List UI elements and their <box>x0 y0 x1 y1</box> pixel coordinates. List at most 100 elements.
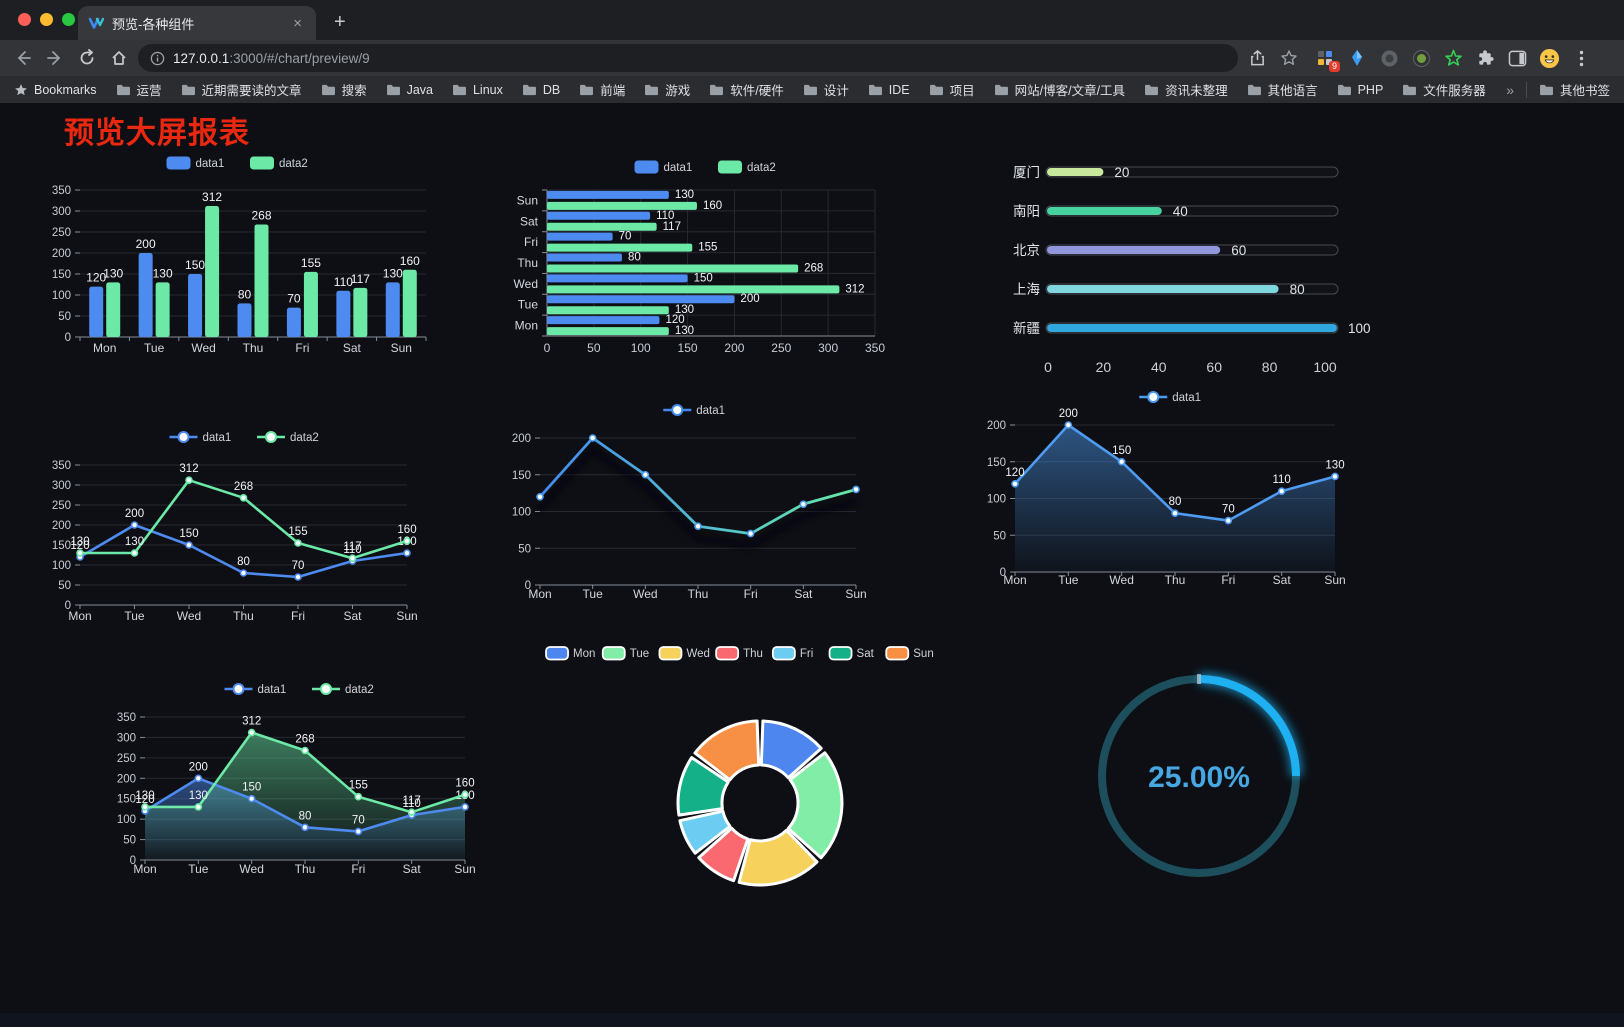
tab-close-icon[interactable]: × <box>293 14 302 32</box>
pie-slice-Wed[interactable] <box>737 828 819 887</box>
bookmark-folder[interactable]: 文件服务器 <box>1402 80 1486 99</box>
svg-text:300: 300 <box>52 480 71 492</box>
svg-text:50: 50 <box>518 543 531 555</box>
folder-icon <box>803 84 817 95</box>
legend-item-data1[interactable]: data1 <box>634 160 693 175</box>
menu-dots-icon[interactable] <box>1570 47 1592 69</box>
legend-item-data1[interactable]: data1 <box>1139 391 1201 404</box>
svg-text:155: 155 <box>301 256 321 270</box>
legend-item-Wed[interactable]: Wed <box>658 646 710 661</box>
bookmark-folder[interactable]: 运营 <box>116 80 162 99</box>
svg-text:Sun: Sun <box>845 587 866 601</box>
bookmark-folder[interactable]: DB <box>522 83 560 97</box>
bookmark-folder[interactable]: 网站/博客/文章/工具 <box>994 80 1125 99</box>
minimize-window-button[interactable] <box>40 13 53 26</box>
svg-text:120: 120 <box>1005 467 1024 479</box>
bookmark-folder[interactable]: PHP <box>1337 83 1383 97</box>
bookmark-folder[interactable]: IDE <box>868 83 910 97</box>
bookmark-folder-label: 设计 <box>823 84 849 98</box>
bookmark-folder[interactable]: Java <box>386 83 433 97</box>
svg-text:Sat: Sat <box>857 648 875 660</box>
bookmark-folder[interactable]: Linux <box>452 83 503 97</box>
sidebar-toggle-icon[interactable] <box>1506 47 1528 69</box>
extension-kite-icon[interactable] <box>1346 47 1368 69</box>
svg-text:120: 120 <box>70 540 89 552</box>
legend-item-data2[interactable]: data2 <box>257 431 319 444</box>
pie-slice-Mon[interactable] <box>759 719 823 780</box>
legend-item-data1[interactable]: data1 <box>224 683 287 696</box>
legend-item-data1[interactable]: data1 <box>663 404 725 417</box>
maximize-window-button[interactable] <box>62 13 75 26</box>
extension-green-circle-icon[interactable] <box>1410 47 1432 69</box>
extension-grey-circle-icon[interactable] <box>1378 47 1400 69</box>
legend-item-data1[interactable]: data1 <box>169 431 232 444</box>
bookmark-folder[interactable]: 资讯未整理 <box>1144 80 1228 99</box>
home-button[interactable] <box>106 45 132 71</box>
extension-green-star-icon[interactable] <box>1442 47 1464 69</box>
pie-slice-Fri[interactable] <box>678 809 732 855</box>
svg-text:Wed: Wed <box>239 862 263 876</box>
bookmarks-overflow-chevron[interactable]: » <box>1506 81 1514 98</box>
close-window-button[interactable] <box>18 13 31 26</box>
svg-text:data2: data2 <box>290 432 319 444</box>
area-chart-single: data1 0 50 100 150 200 Mon Tue Wed Thu Fri Sat Sun 12… <box>985 386 1350 598</box>
other-bookmarks-label: 其他书签 <box>1559 84 1610 98</box>
pie-slice-Sat[interactable] <box>676 756 730 817</box>
legend-item-data2[interactable]: data2 <box>718 160 776 175</box>
svg-text:100: 100 <box>1313 359 1337 375</box>
svg-text:data2: data2 <box>345 684 374 696</box>
extensions-puzzle-icon[interactable] <box>1474 47 1496 69</box>
svg-text:Sun: Sun <box>454 862 475 876</box>
svg-text:80: 80 <box>299 810 312 822</box>
legend-item-Tue[interactable]: Tue <box>601 646 649 661</box>
browser-tab[interactable]: 预览-各种组件 × <box>78 6 316 40</box>
bookmark-folder-label: Linux <box>472 82 503 97</box>
bookmark-folder[interactable]: 前端 <box>579 80 625 99</box>
window-controls[interactable] <box>18 13 75 26</box>
pie-slice-Tue[interactable] <box>786 751 844 860</box>
bookmark-folder[interactable]: 软件/硬件 <box>709 80 784 99</box>
share-icon[interactable] <box>1244 45 1270 71</box>
svg-text:Sun: Sun <box>391 341 412 355</box>
site-info-icon[interactable] <box>150 51 165 66</box>
legend-item-Mon[interactable]: Mon <box>545 646 595 661</box>
tab-favicon <box>88 17 104 29</box>
svg-text:300: 300 <box>52 206 71 218</box>
forward-button[interactable] <box>42 45 68 71</box>
folder-icon <box>710 84 724 95</box>
svg-text:155: 155 <box>349 780 368 792</box>
svg-text:Tue: Tue <box>630 648 649 660</box>
city-progress-chart: 厦门 20 南阳 40 北京 60 上海 80 新疆 100 0 20 40 60 80 100 <box>1000 156 1372 386</box>
reload-button[interactable] <box>74 45 100 71</box>
svg-text:Wed: Wed <box>633 587 657 601</box>
bookmark-folder[interactable]: 近期需要读的文章 <box>181 80 302 99</box>
svg-text:Sun: Sun <box>517 193 538 207</box>
legend-item-Sun[interactable]: Sun <box>885 646 934 661</box>
other-bookmarks-folder[interactable]: 其他书签 <box>1539 80 1610 99</box>
bookmark-folder[interactable]: 搜索 <box>321 80 367 99</box>
address-bar[interactable]: 127.0.0.1:3000/#/chart/preview/9 <box>138 44 1238 72</box>
bookmark-folder[interactable]: 项目 <box>929 80 975 99</box>
svg-text:200: 200 <box>52 520 71 532</box>
url-text: 127.0.0.1:3000/#/chart/preview/9 <box>173 51 370 66</box>
legend-item-data2[interactable]: data2 <box>250 156 308 171</box>
legend-item-Fri[interactable]: Fri <box>771 646 813 661</box>
bookmarks-manager[interactable]: Bookmarks <box>14 83 97 97</box>
svg-text:300: 300 <box>818 341 838 355</box>
legend-item-Thu[interactable]: Thu <box>715 646 763 661</box>
svg-text:Sat: Sat <box>403 862 422 876</box>
legend-item-data1[interactable]: data1 <box>166 156 225 171</box>
new-tab-button[interactable]: + <box>334 11 346 33</box>
bookmark-star-icon[interactable] <box>1276 45 1302 71</box>
bookmark-folder[interactable]: 游戏 <box>644 80 690 99</box>
bookmark-folder[interactable]: 设计 <box>803 80 849 99</box>
profile-avatar[interactable] <box>1538 47 1560 69</box>
pie-slice-Sun[interactable] <box>693 719 761 782</box>
legend-item-data2[interactable]: data2 <box>312 683 374 696</box>
pie-slice-Thu[interactable] <box>697 826 750 883</box>
bookmark-folder[interactable]: 其他语言 <box>1247 80 1318 99</box>
back-button[interactable] <box>10 45 36 71</box>
legend-item-Sat[interactable]: Sat <box>828 646 875 661</box>
svg-text:80: 80 <box>1262 359 1278 375</box>
extension-grid-icon[interactable]: 9 <box>1314 47 1340 72</box>
